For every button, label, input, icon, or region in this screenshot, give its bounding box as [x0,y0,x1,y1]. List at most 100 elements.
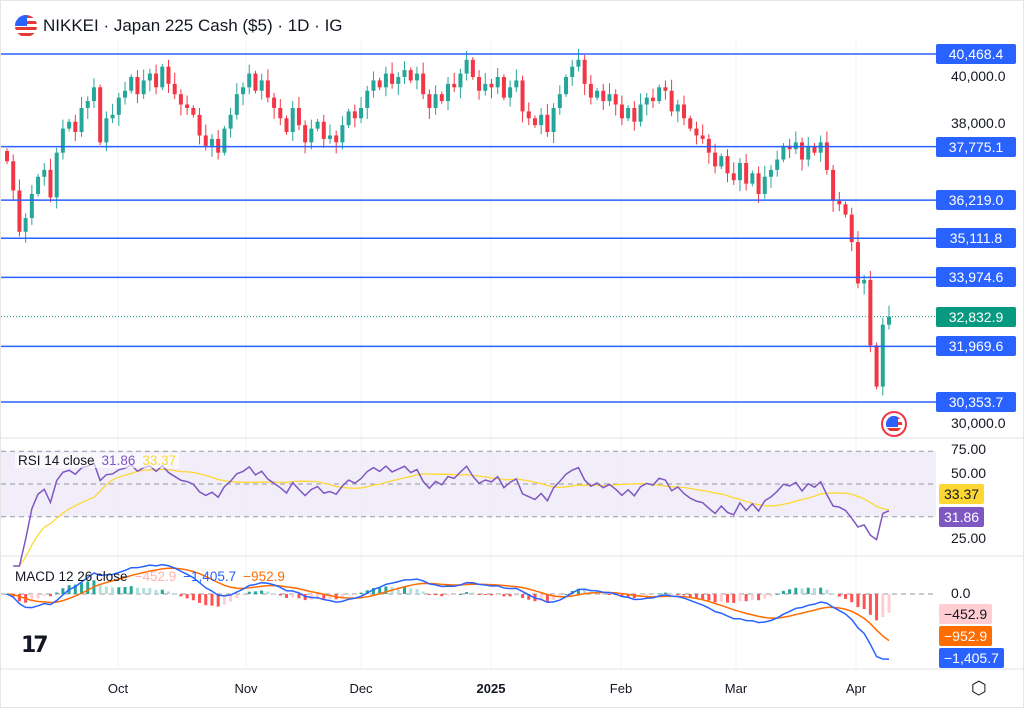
candle-body [663,87,668,91]
candle-body [172,83,177,95]
candle-body [532,118,537,126]
candle-body [272,97,277,108]
candle-body [371,80,376,91]
chart-title[interactable]: NIKKEI · Japan 225 Cash ($5) · 1D · IG [15,15,343,37]
candle-body [234,94,239,115]
rsi-ma-line [13,468,890,567]
candle-body [644,97,649,105]
macd-histogram-bar [396,587,400,594]
candle-body [303,125,308,143]
candle-body [887,316,891,325]
macd-histogram-bar [837,594,841,597]
candle-body [446,83,450,102]
candle-body [619,104,624,119]
macd-hist-tag: −452.9 [939,604,993,624]
candle-body [439,94,444,102]
macd-histogram-bar [73,584,77,594]
candle-body [501,76,506,98]
macd-histogram-bar [489,594,493,596]
candle-body [806,145,811,160]
price-tick: 30,000.0 [951,415,1006,431]
time-tick: Oct [107,681,129,696]
macd-histogram-bar [353,594,357,595]
candle-body [309,128,314,143]
candle-body [843,204,848,215]
macd-histogram-bar [527,594,531,600]
macd-signal-tag: −952.9 [939,626,993,646]
macd-histogram-bar [682,594,686,596]
macd-histogram-bar [440,594,444,597]
candle-body [750,173,755,184]
macd-histogram-bar [98,584,102,594]
candle-body [613,94,618,105]
macd-histogram-bar [477,594,481,595]
macd-histogram-bar [142,588,146,594]
settings-gear-icon[interactable]: ⬡ [971,678,987,698]
rsi-legend-ma: 33.37 [142,453,177,468]
macd-histogram-bar [502,594,506,597]
tradingview-logo-icon[interactable]: 17 [21,633,49,658]
macd-signal-line [6,567,890,642]
macd-histogram-bar [750,594,754,600]
candle-body [346,111,351,126]
events-flag-icon[interactable] [881,411,907,437]
level-price-label: 30,353.7 [936,391,1016,412]
macd-histogram-bar [713,594,717,603]
candle-body [880,324,885,387]
candle-body [191,107,196,115]
macd-histogram-bar [663,592,667,594]
candle-body [377,80,382,88]
rsi-ma-tag: 33.37 [939,484,985,504]
candle-body [421,73,426,95]
macd-histogram-bar [800,588,804,594]
candle-body [241,87,246,95]
candle-body [209,138,214,146]
macd-histogram-bar [806,587,810,594]
macd-histogram-bar [129,586,133,594]
macd-histogram-bar [458,593,462,595]
candle-body [36,176,41,194]
macd-legend-hist: −452.9 [134,569,177,584]
candle-body [551,107,556,133]
candle-body [54,152,59,198]
candle-body [402,70,407,77]
candle-body [675,104,680,112]
candle-body [315,121,320,129]
candle-body [321,121,326,139]
macd-histogram-bar [788,589,792,594]
candle-body [247,73,252,88]
candle-body [259,80,264,91]
candle-body [539,114,544,126]
macd-histogram-bar [558,594,562,598]
candle-body [464,59,469,74]
macd-histogram-bar [862,594,866,610]
macd-value-tag: −1,405.7 [939,648,1004,668]
macd-histogram-bar [247,591,251,594]
candle-body [73,121,78,133]
candle-body [626,107,631,119]
macd-histogram-bar [278,594,282,596]
level-price-label: 40,468.4 [936,44,1016,64]
candle-body [290,107,295,133]
candle-body [570,66,575,77]
candle-body [713,152,718,167]
candle-body [868,279,873,346]
macd-histogram-bar [583,589,587,594]
candle-body [79,107,84,133]
rsi-legend[interactable]: RSI 14 close 31.86 33.37 [15,453,180,468]
level-price-label: 33,974.6 [936,267,1016,288]
candle-body [800,142,805,160]
candle-body [98,87,103,143]
candle-body [359,107,364,119]
macd-histogram-bar [173,593,177,595]
candle-body [253,73,258,91]
candle-body [414,73,419,81]
macd-histogram-bar [36,594,40,599]
macd-histogram-bar [607,594,611,595]
macd-histogram-bar [409,588,413,594]
macd-histogram-bar [781,590,785,594]
candle-body [48,169,53,198]
macd-legend[interactable]: MACD 12 26 close −452.9 −1,405.7 −952.9 [15,569,285,584]
candle-body [166,66,171,84]
